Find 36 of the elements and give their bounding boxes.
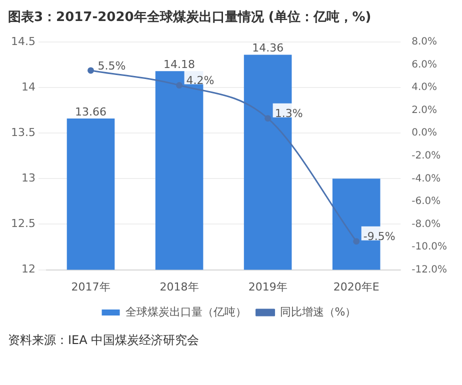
point [353,238,360,245]
data-label: -9.5% [363,230,396,244]
legend-label: 全球煤炭出口量（亿吨） [125,305,246,318]
point [176,82,183,89]
y-tick-label: 12.5 [10,217,36,230]
chart-title: 图表3：2017-2020年全球煤炭出口量情况 (单位：亿吨，%) [8,9,372,26]
data-label: 14.36 [252,42,284,55]
y2-tick-label: 6.0% [412,59,438,70]
y2-tick-label: 8.0% [412,36,438,48]
x-tick-label: 2018年 [160,280,199,294]
y2-tick-label: 0.0% [412,128,438,139]
point [264,115,272,122]
y2-tick-label: 2.0% [412,104,438,116]
x-tick-label: 2019年 [248,280,288,294]
data-label: 1.3% [274,107,303,120]
text: 资料来源：IEA 中国煤炭经济研究会 [8,332,200,349]
y2-tick-label: -2.0% [412,150,441,162]
y2-tick-label: -4.0% [412,173,441,184]
y-tick-label: 12 [21,262,36,276]
y2-tick-label: -6.0% [412,196,441,208]
y-tick-label: 14.5 [10,34,36,48]
y2-tick-label: -12.0% [412,264,448,276]
y-tick-label: 13.5 [10,126,36,139]
data-label: 5.5% [98,59,126,72]
data-label: 13.66 [75,105,107,118]
y2-tick-label: -10.0% [412,242,448,253]
y-tick-label: 14 [21,80,36,94]
legend-label: 同比增速（%） [280,305,356,318]
y2-tick-label: -8.0% [412,218,441,230]
data-label: 14.18 [164,58,196,72]
y-tick-label: 13 [21,172,36,185]
x-tick-label: 2020年E [333,280,380,294]
data-label: 4.2% [186,74,214,88]
x-tick-label: 2017年 [71,280,110,294]
point [88,67,94,74]
y2-tick-label: 4.0% [412,82,438,94]
